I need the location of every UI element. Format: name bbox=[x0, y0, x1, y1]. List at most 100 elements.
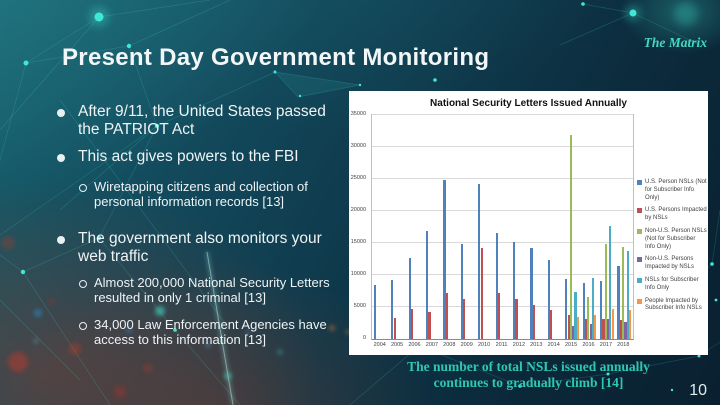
legend-label: U.S. Persons Impacted by NSLs bbox=[645, 207, 707, 222]
chart-bar bbox=[569, 134, 573, 339]
chart-bar bbox=[594, 315, 597, 339]
gridline bbox=[372, 146, 633, 147]
chart-bar bbox=[426, 230, 429, 339]
gridline bbox=[372, 242, 633, 243]
y-axis-label: 0 bbox=[362, 335, 366, 341]
bullet-item: 34,000 Law Enforcement Agencies have acc… bbox=[79, 316, 367, 348]
chart-bar bbox=[530, 247, 533, 339]
chart-bar bbox=[587, 296, 590, 339]
chart-bar bbox=[600, 281, 603, 339]
chart-bar bbox=[393, 317, 396, 339]
chart-caption: The number of total NSLs issued annually… bbox=[407, 359, 650, 390]
legend-swatch-icon bbox=[637, 180, 642, 185]
chart-bar bbox=[574, 291, 577, 339]
bullet-text: Wiretapping citizens and collection of p… bbox=[94, 178, 308, 209]
chart-bar bbox=[604, 244, 607, 339]
chart-bar bbox=[513, 241, 516, 339]
brand-logo: The Matrix bbox=[643, 35, 707, 50]
chart-bar bbox=[567, 315, 570, 339]
chart-bar bbox=[547, 259, 551, 339]
y-axis-label: 10000 bbox=[350, 271, 366, 277]
legend-item: U.S. Person NSLs (Not for Subscriber Inf… bbox=[637, 179, 707, 202]
chart-bar bbox=[550, 309, 553, 339]
gridline bbox=[372, 210, 633, 211]
legend-swatch-icon bbox=[637, 298, 642, 304]
gridline bbox=[372, 178, 633, 179]
legend-swatch-icon bbox=[637, 228, 642, 234]
legend-label: U.S. Person NSLs (Not for Subscriber Inf… bbox=[645, 179, 707, 201]
chart-bar bbox=[628, 310, 632, 339]
legend-item: NSLs for Subscriber Info Only bbox=[637, 277, 707, 293]
y-axis-label: 35000 bbox=[350, 111, 366, 117]
chart-bar bbox=[391, 279, 394, 339]
gridline bbox=[372, 306, 633, 307]
x-axis-label: 2016 bbox=[582, 342, 595, 348]
bullet-text: 34,000 Law Enforcement Agencies have acc… bbox=[94, 316, 327, 347]
page-title: Present Day Government Monitoring bbox=[62, 44, 490, 71]
x-axis-label: 2005 bbox=[390, 342, 404, 348]
x-axis-label: 2011 bbox=[495, 342, 508, 348]
chart-bar bbox=[443, 179, 446, 339]
y-axis-label: 30000 bbox=[350, 143, 366, 149]
legend-swatch-icon bbox=[637, 257, 642, 263]
bullet-item: Almost 200,000 National Security Letters… bbox=[79, 274, 367, 306]
chart-bar bbox=[624, 321, 627, 339]
chart-bar bbox=[589, 324, 592, 339]
bullet-text: The government also monitors your web tr… bbox=[78, 229, 322, 265]
chart-bar bbox=[617, 266, 620, 339]
chart-bar bbox=[602, 319, 605, 339]
x-axis-label: 2008 bbox=[443, 342, 456, 348]
chart-bar bbox=[480, 248, 483, 339]
chart-bar bbox=[428, 311, 431, 339]
y-axis-label: 5000 bbox=[353, 303, 366, 309]
chart-bar bbox=[515, 298, 518, 339]
bullet-item: This act gives powers to the FBI bbox=[57, 148, 367, 166]
bullet-text: This act gives powers to the FBI bbox=[78, 147, 299, 165]
bullet-ring-icon bbox=[79, 183, 87, 192]
chart-bar bbox=[591, 278, 595, 339]
chart-bar bbox=[495, 232, 498, 339]
x-axis-label: 2014 bbox=[547, 342, 560, 348]
x-axis-label: 2015 bbox=[564, 342, 578, 348]
x-axis-label: 2009 bbox=[460, 342, 473, 348]
x-axis-label: 2007 bbox=[425, 342, 439, 348]
chart-bar bbox=[572, 325, 575, 339]
chart-bar bbox=[582, 282, 585, 339]
bullet-text: Almost 200,000 National Security Letters… bbox=[94, 274, 330, 305]
chart-bar bbox=[532, 305, 535, 339]
chart-legend: U.S. Person NSLs (Not for Subscriber Inf… bbox=[637, 179, 707, 318]
chart-bar bbox=[373, 284, 377, 339]
chart-bar bbox=[611, 308, 614, 339]
legend-label: Non-U.S. Persons Impacted by NSLs bbox=[645, 256, 695, 271]
x-axis-label: 2006 bbox=[408, 342, 421, 348]
bullet-item: After 9/11, the United States passed the… bbox=[57, 103, 367, 139]
y-axis-label: 20000 bbox=[350, 207, 366, 213]
x-axis-label: 2018 bbox=[617, 342, 630, 348]
chart-bar bbox=[478, 183, 481, 339]
gridline bbox=[372, 274, 633, 275]
chart-bar bbox=[576, 317, 579, 339]
chart-title: National Security Letters Issued Annuall… bbox=[430, 98, 627, 109]
legend-label: NSLs for Subscriber Info Only bbox=[645, 276, 699, 291]
chart-y-axis: 0 5000 10000 15000 20000 25000 30000 35000 bbox=[349, 111, 369, 341]
x-axis-label: 2017 bbox=[599, 342, 613, 348]
y-axis-label: 25000 bbox=[350, 175, 366, 181]
bullet-dot-icon bbox=[57, 153, 65, 162]
page-number: 10 bbox=[689, 382, 707, 399]
bullet-dot-icon bbox=[57, 235, 65, 244]
chart-x-axis: 2004 2005 2006 2007 2008 2009 2010 2011 2012 2013… bbox=[371, 342, 632, 352]
x-axis-label: 2012 bbox=[512, 342, 526, 348]
bullet-ring-icon bbox=[79, 279, 87, 288]
chart-bar bbox=[622, 246, 625, 339]
chart-bar bbox=[460, 244, 464, 339]
chart-bar bbox=[497, 292, 501, 339]
chart-bar bbox=[410, 308, 414, 339]
chart-bar bbox=[619, 320, 622, 339]
legend-item: People Impacted by Subscriber Info NSLs bbox=[637, 298, 707, 314]
legend-label: People Impacted by Subscriber Info NSLs bbox=[645, 297, 702, 312]
legend-item: Non-U.S. Persons Impacted by NSLs bbox=[637, 256, 707, 272]
legend-swatch-icon bbox=[637, 208, 642, 214]
bullet-text: After 9/11, the United States passed the… bbox=[78, 103, 326, 138]
legend-item: U.S. Persons Impacted by NSLs bbox=[637, 207, 707, 223]
